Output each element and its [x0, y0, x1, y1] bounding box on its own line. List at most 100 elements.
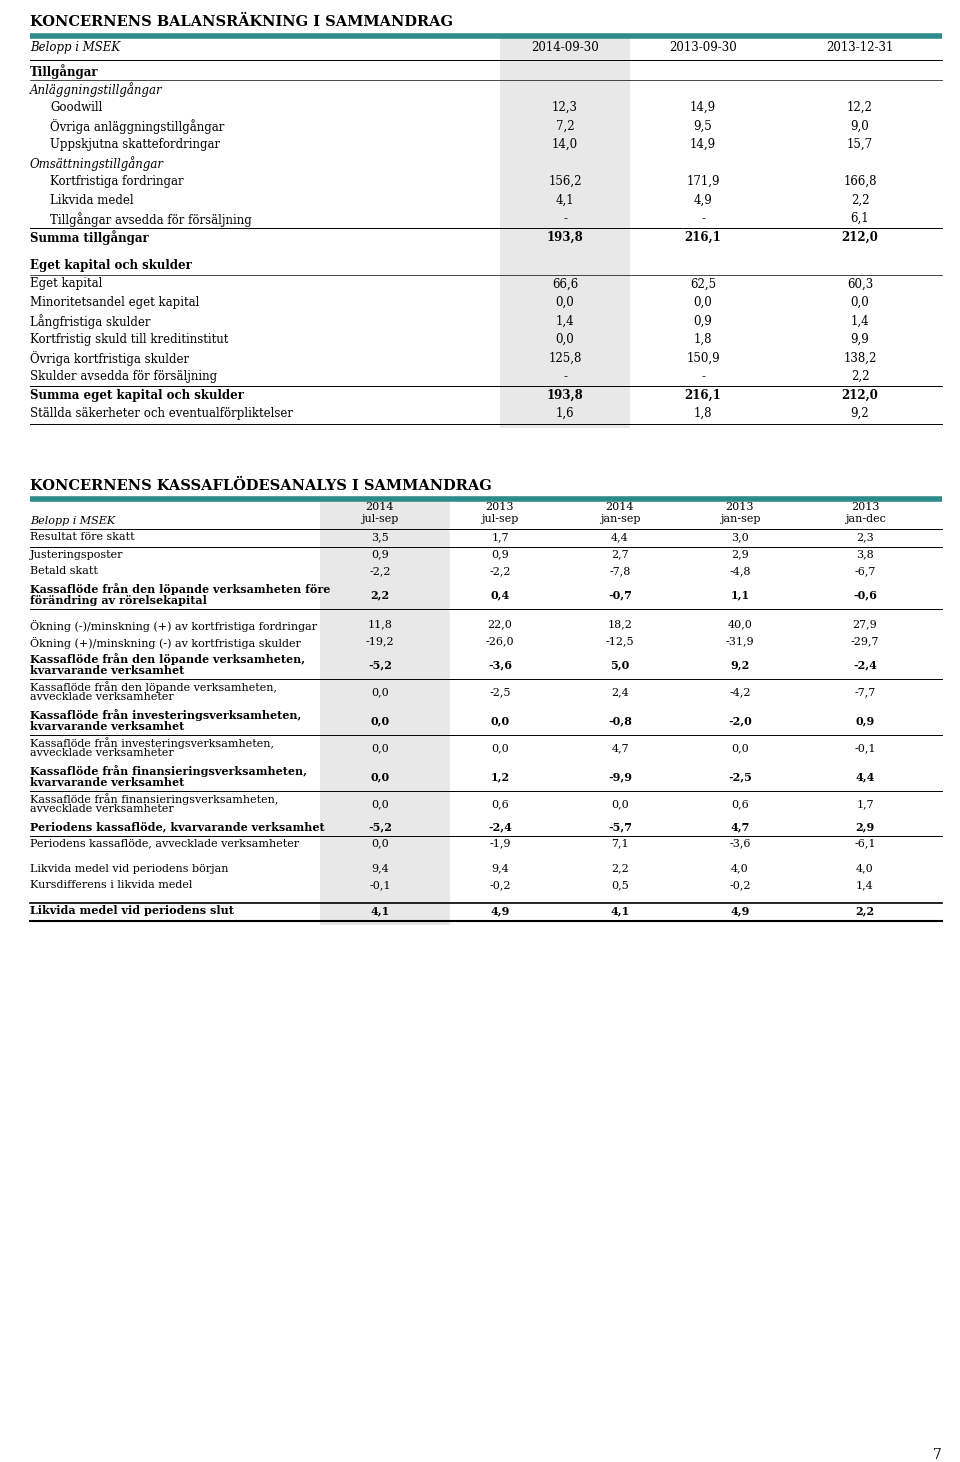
Text: -0,2: -0,2 [730, 880, 751, 890]
Text: 4,4: 4,4 [612, 532, 629, 542]
Text: -7,8: -7,8 [610, 566, 631, 576]
Text: 18,2: 18,2 [608, 620, 633, 630]
Text: 2,9: 2,9 [855, 822, 875, 832]
Text: 193,8: 193,8 [546, 231, 584, 244]
Text: 14,9: 14,9 [690, 101, 716, 114]
Text: -6,1: -6,1 [854, 839, 876, 848]
Text: 9,2: 9,2 [851, 406, 870, 420]
Text: Ställda säkerheter och eventualförpliktelser: Ställda säkerheter och eventualförplikte… [30, 406, 293, 420]
Text: -0,8: -0,8 [608, 715, 632, 727]
Text: 4,1: 4,1 [371, 905, 390, 917]
Text: 2013-09-30: 2013-09-30 [669, 41, 737, 54]
Text: 2,3: 2,3 [856, 532, 874, 542]
Text: 2,2: 2,2 [612, 864, 629, 873]
Text: Långfristiga skulder: Långfristiga skulder [30, 314, 151, 329]
Text: -3,6: -3,6 [730, 839, 751, 848]
Text: Likvida medel vid periodens slut: Likvida medel vid periodens slut [30, 905, 234, 917]
Text: 166,8: 166,8 [843, 175, 876, 189]
Text: -0,7: -0,7 [608, 589, 632, 599]
Text: Minoritetsandel eget kapital: Minoritetsandel eget kapital [30, 295, 200, 308]
Text: 4,9: 4,9 [694, 193, 712, 206]
Text: 125,8: 125,8 [548, 351, 582, 364]
Text: 171,9: 171,9 [686, 175, 720, 189]
Text: 1,8: 1,8 [694, 333, 712, 346]
Text: 1,6: 1,6 [556, 406, 574, 420]
Text: 9,4: 9,4 [492, 864, 509, 873]
Text: 4,7: 4,7 [731, 822, 750, 832]
Text: 2013: 2013 [486, 503, 515, 513]
Text: Skulder avsedda för försäljning: Skulder avsedda för försäljning [30, 370, 217, 383]
Text: 0,5: 0,5 [612, 880, 629, 890]
Text: 3,5: 3,5 [372, 532, 389, 542]
Text: Ökning (+)/minskning (-) av kortfristiga skulder: Ökning (+)/minskning (-) av kortfristiga… [30, 636, 300, 649]
Text: 150,9: 150,9 [686, 351, 720, 364]
Text: -12,5: -12,5 [606, 636, 635, 646]
Text: kvarvarande verksamhet: kvarvarande verksamhet [30, 776, 184, 788]
Text: 1,4: 1,4 [856, 880, 874, 890]
Text: 2,2: 2,2 [855, 905, 875, 917]
Text: -2,2: -2,2 [490, 566, 511, 576]
Text: 62,5: 62,5 [690, 278, 716, 291]
Text: 2013: 2013 [726, 503, 755, 513]
Text: 1,4: 1,4 [556, 314, 574, 327]
Text: 0,0: 0,0 [491, 715, 510, 727]
Text: -4,2: -4,2 [730, 687, 751, 697]
Text: 7,2: 7,2 [556, 120, 574, 133]
Text: Resultat före skatt: Resultat före skatt [30, 532, 134, 542]
Text: 5,0: 5,0 [611, 659, 630, 670]
Text: Kassaflöde från finansieringsverksamheten,: Kassaflöde från finansieringsverksamhete… [30, 766, 307, 778]
Text: 3,0: 3,0 [732, 532, 749, 542]
Text: 4,1: 4,1 [556, 193, 574, 206]
Text: kvarvarande verksamhet: kvarvarande verksamhet [30, 721, 184, 731]
Text: 7,1: 7,1 [612, 839, 629, 848]
Text: 0,0: 0,0 [556, 295, 574, 308]
Text: -2,4: -2,4 [488, 822, 512, 832]
Text: 2013-12-31: 2013-12-31 [827, 41, 894, 54]
Text: -: - [701, 370, 705, 383]
Text: jan-dec: jan-dec [845, 515, 885, 525]
Text: -19,2: -19,2 [366, 636, 395, 646]
Text: 2,2: 2,2 [851, 193, 869, 206]
Text: 22,0: 22,0 [488, 620, 513, 630]
Text: 4,9: 4,9 [731, 905, 750, 917]
Text: 27,9: 27,9 [852, 620, 877, 630]
Text: 0,6: 0,6 [732, 800, 749, 808]
Text: KONCERNENS KASSAFLÖDESANALYS I SAMMANDRAG: KONCERNENS KASSAFLÖDESANALYS I SAMMANDRA… [30, 478, 492, 493]
Text: jul-sep: jul-sep [481, 515, 518, 525]
Text: 9,2: 9,2 [731, 659, 750, 670]
Text: Kassaflöde från den löpande verksamheten,: Kassaflöde från den löpande verksamheten… [30, 654, 305, 665]
Text: 4,9: 4,9 [491, 905, 510, 917]
Text: Kassaflöde från investeringsverksamheten,: Kassaflöde från investeringsverksamheten… [30, 709, 301, 721]
Bar [500, 37, 630, 427]
Text: 0,4: 0,4 [491, 589, 510, 599]
Text: Periodens kassaflöde, kvarvarande verksamhet: Periodens kassaflöde, kvarvarande verksa… [30, 822, 324, 832]
Text: 2014-09-30: 2014-09-30 [531, 41, 599, 54]
Text: -7,7: -7,7 [854, 687, 876, 697]
Text: 0,0: 0,0 [372, 839, 389, 848]
Text: 11,8: 11,8 [368, 620, 393, 630]
Text: 1,2: 1,2 [491, 770, 510, 782]
Text: -2,5: -2,5 [490, 687, 511, 697]
Text: -9,9: -9,9 [608, 770, 632, 782]
Text: -5,2: -5,2 [368, 822, 392, 832]
Text: 216,1: 216,1 [684, 389, 721, 402]
Text: Eget kapital och skulder: Eget kapital och skulder [30, 259, 192, 272]
Text: Kassaflöde från den löpande verksamheten,: Kassaflöde från den löpande verksamheten… [30, 681, 277, 693]
Text: Periodens kassaflöde, avvecklade verksamheter: Periodens kassaflöde, avvecklade verksam… [30, 839, 300, 848]
Text: 4,0: 4,0 [856, 864, 874, 873]
Text: -5,7: -5,7 [608, 822, 632, 832]
Text: -26,0: -26,0 [486, 636, 515, 646]
Text: 2013: 2013 [851, 503, 879, 513]
Text: Tillgångar avsedda för försäljning: Tillgångar avsedda för försäljning [50, 212, 252, 227]
Text: -: - [563, 212, 567, 225]
Text: -0,1: -0,1 [854, 743, 876, 753]
Text: Kassaflöde från den löpande verksamheten före: Kassaflöde från den löpande verksamheten… [30, 583, 330, 595]
Text: KONCERNENS BALANSRÄKNING I SAMMANDRAG: KONCERNENS BALANSRÄKNING I SAMMANDRAG [30, 15, 453, 29]
Text: 2,2: 2,2 [851, 370, 869, 383]
Text: Omsättningstillgångar: Omsättningstillgångar [30, 156, 164, 171]
Text: Övriga kortfristiga skulder: Övriga kortfristiga skulder [30, 351, 189, 367]
Text: 9,5: 9,5 [694, 120, 712, 133]
Text: 212,0: 212,0 [842, 231, 878, 244]
Text: jan-sep: jan-sep [720, 515, 760, 525]
Text: -31,9: -31,9 [726, 636, 755, 646]
